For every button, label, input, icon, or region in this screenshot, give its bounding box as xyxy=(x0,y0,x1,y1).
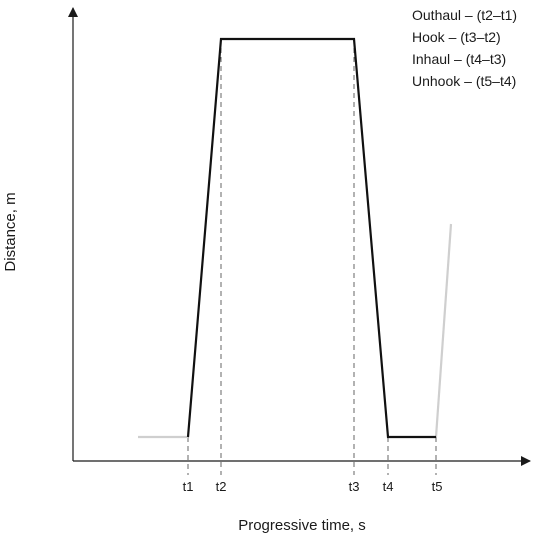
time-mark-t4: t4 xyxy=(383,479,394,494)
x-axis-title: Progressive time, s xyxy=(238,517,366,534)
legend-outhaul: Outhaul – (t2–t1) xyxy=(412,7,517,23)
phase-legend: Outhaul – (t2–t1) Hook – (t3–t2) Inhaul … xyxy=(412,7,517,89)
time-mark-t3: t3 xyxy=(349,479,360,494)
time-mark-t5: t5 xyxy=(432,479,443,494)
y-axis-title: Distance, m xyxy=(2,192,19,271)
legend-unhook: Unhook – (t5–t4) xyxy=(412,73,516,89)
legend-inhaul: Inhaul – (t4–t3) xyxy=(412,51,506,67)
cycle-trajectory xyxy=(186,37,436,439)
time-mark-t1: t1 xyxy=(183,479,194,494)
legend-hook: Hook – (t3–t2) xyxy=(412,29,501,45)
time-mark-t2: t2 xyxy=(216,479,227,494)
next-cycle-segment xyxy=(434,223,453,438)
